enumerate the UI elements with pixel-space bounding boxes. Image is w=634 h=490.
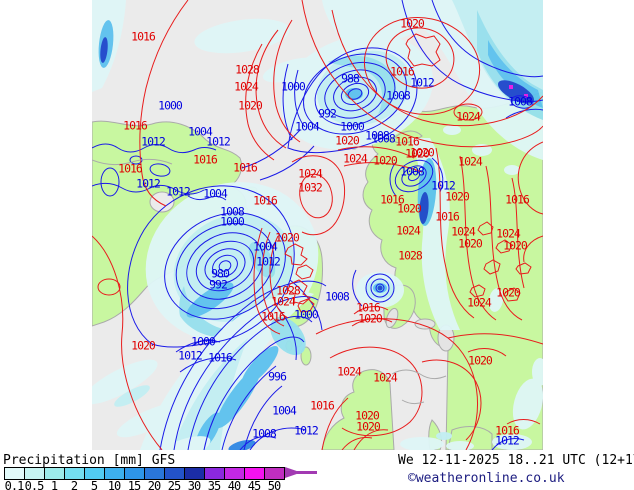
scale-cell [65,468,85,479]
weather-map[interactable]: 1016 1028 1024 1020 1016 1016 1016 1016 1020 1016… [92,0,543,450]
scale-label: 1 [50,479,58,490]
scale-label: 0.5 [24,479,45,490]
scale-labels: 0.1 0.5 1 2 5 10 15 20 25 30 35 40 45 50 [4,479,324,490]
scale-label: 35 [207,479,221,490]
scale-label: 5 [90,479,98,490]
scale-cell [125,468,145,479]
scale-cell [85,468,105,479]
scale-label: 20 [147,479,161,490]
scale-cell [205,468,225,479]
scale-cell [145,468,165,479]
scale-label: 40 [227,479,241,490]
scale-label: 10 [107,479,121,490]
scale-cell [5,468,25,479]
scale-label: 45 [247,479,261,490]
datetime-text: We 12-11-2025 18..21 UTC (12+177 [398,453,634,468]
scale-cell [185,468,205,479]
scale-cell [245,468,265,479]
scale-cell [165,468,185,479]
coast-layer [92,158,447,405]
scale-cells [4,467,285,480]
scale-cell [45,468,65,479]
scale-cell [265,468,284,479]
scale-label: 0.1 [4,479,25,490]
scale-cell [105,468,125,479]
legend-title: Precipitation [mm] GFS [3,453,176,468]
scale-label: 50 [267,479,281,490]
map-canvas [92,0,543,450]
scale-cell [225,468,245,479]
scale-label: 15 [127,479,141,490]
precip-scale [4,467,319,480]
scale-cell [25,468,45,479]
scale-label: 30 [187,479,201,490]
legend: Precipitation [mm] GFS We 12-11-2025 18.… [0,450,634,490]
copyright-text: ©weatheronline.co.uk [408,471,565,486]
scale-arrow-icon [285,467,317,478]
scale-label: 2 [70,479,78,490]
isobar-red-layer [92,0,543,450]
isobar-blue-layer [92,0,543,450]
scale-label: 25 [167,479,181,490]
